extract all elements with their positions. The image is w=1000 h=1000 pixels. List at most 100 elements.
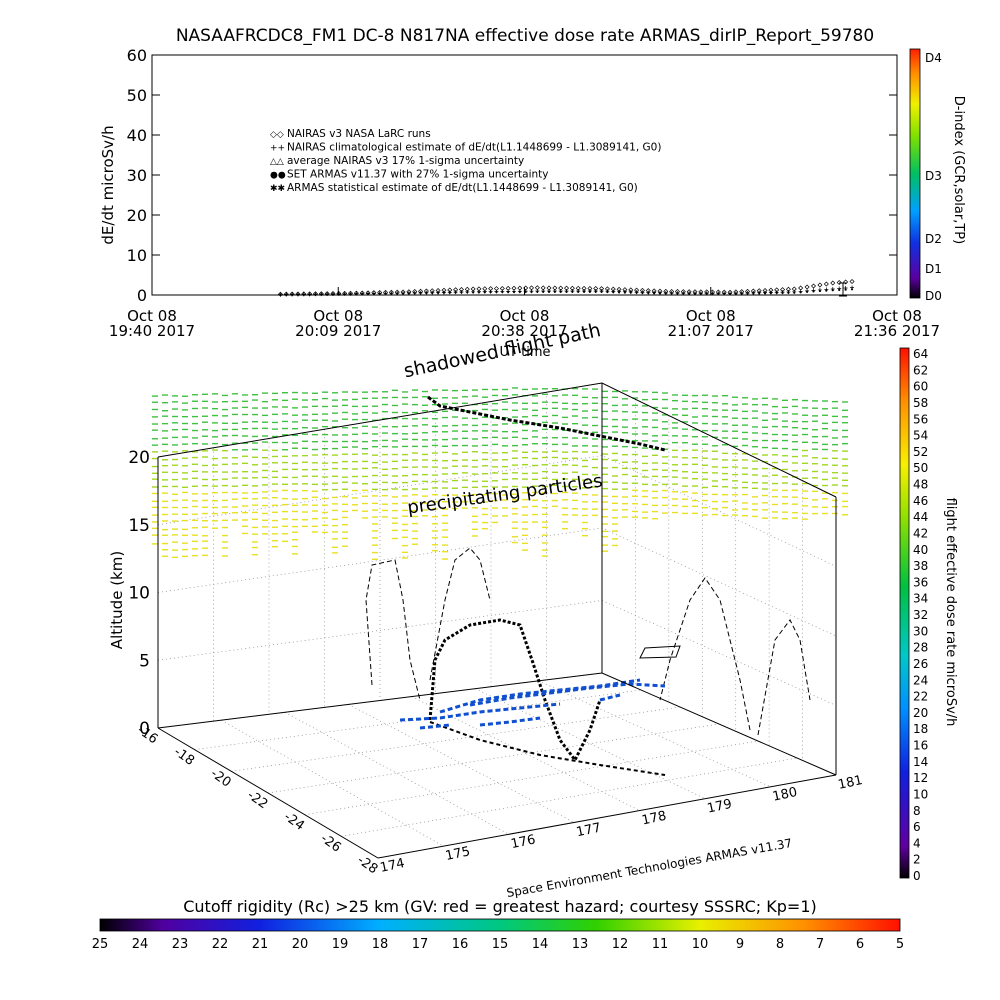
cutoff-tick-label: 14 [532,937,549,952]
particle-field [152,387,848,560]
x-tick-label: Oct 08 [313,307,363,325]
cutoff-tick-label: 6 [856,937,864,952]
series-marker-dot [501,290,504,294]
series-marker-diamond [569,285,575,291]
d-index-ticks: D4 D3 D2 D1 D0 [925,51,942,303]
x-tick-label: 20:38 2017 [481,322,567,340]
series-marker-diamond [511,285,517,291]
colorbar-tick-label: 52 [913,445,928,459]
series-marker-dot [850,288,854,291]
legend-symbol: ●● [270,171,286,181]
series-marker-dot [285,293,288,296]
d-index-tick: D1 [925,262,942,276]
legend-label: SET ARMAS v11.37 with 27% 1-sigma uncert… [287,169,549,181]
series-marker-dot [524,290,527,293]
series-marker-dot [717,292,720,295]
cutoff-bar-label: Cutoff rigidity (Rc) >25 km (GV: red = g… [183,897,817,916]
colorbar-tick-label: 24 [913,673,928,687]
series-marker-dot [825,289,828,292]
x-tick-label: 19:40 2017 [109,322,195,340]
cutoff-tick-label: 22 [212,937,229,952]
series-marker-dot [331,293,335,296]
series-marker-dot [431,291,434,295]
series-marker-dot [302,293,305,296]
series-marker-diamond [774,287,780,293]
series-marker-dot [818,289,822,293]
series-marker-dot [366,292,370,296]
flight-shadow-mid [429,547,491,681]
series-marker-diamond [558,285,564,291]
annotation-precipitating: precipitating particles [406,470,604,518]
series-marker-dot [378,292,381,295]
series-marker-dot [588,290,591,293]
altitude-axis-label: Altitude (km) [108,551,126,649]
series-marker-dot [477,291,481,294]
figure-title: NASAAFRCDC8_FM1 DC-8 N817NA effective do… [176,26,874,46]
series-marker-diamond [780,287,786,293]
series-marker-dot [682,292,685,295]
series-marker-diamond [575,285,581,291]
series-marker-diamond [540,285,546,291]
cutoff-tick-label: 9 [736,937,744,952]
flight-shadow-right [659,577,751,731]
ground-dose-track [599,693,621,702]
series-marker-dot [401,292,405,295]
series-marker-dot [594,290,597,293]
series-marker-dot [641,291,644,294]
cutoff-colorbar [99,918,901,932]
series-marker-dot [577,290,580,293]
ground-dose-track [469,682,666,707]
series-marker-dot [812,290,815,293]
series-marker-dot [495,290,498,294]
series-marker-dot [483,291,486,294]
longitude-tick-label: 179 [706,797,733,817]
altitude-tick-label: 15 [128,516,150,536]
series-marker-diamond [453,287,459,293]
series-marker-diamond [817,282,823,288]
x-tick-label: 21:36 2017 [854,322,940,340]
series-marker-dot [559,290,562,293]
colorbar-tick-label: 2 [913,853,921,867]
colorbar-tick-label: 6 [913,820,921,834]
ground-dose-track [479,716,541,727]
colorbar-tick-label: 28 [913,641,928,655]
series-marker-dot [705,292,708,295]
series-marker-dot [787,291,790,294]
altitude-tick-label: 0 [139,719,150,739]
colorbar-tick-label: 4 [913,836,921,850]
altitude-tick-label: 10 [128,584,150,604]
ground-dose-track [419,723,451,730]
legend-symbol: △△ [270,157,284,167]
flight-shadow-left [365,559,421,701]
series-marker-dot [658,292,662,295]
cutoff-tick-label: 10 [692,937,709,952]
series-marker-dot [553,290,556,293]
series-marker-dot [670,292,673,295]
y-tick-label: 0 [137,286,147,305]
flight-paths [365,395,811,776]
series-marker-dot [361,292,364,296]
cutoff-tick-label: 7 [816,937,824,952]
colorbar-tick-label: 20 [913,706,928,720]
series-marker-diamond [464,286,470,292]
series-marker-diamond [447,287,453,293]
cutoff-tick-label: 18 [372,937,389,952]
series-marker-dot [372,292,375,295]
series-marker-dot [763,292,767,295]
series-marker-diamond [552,285,558,291]
legend-label: ARMAS statistical estimate of dE/dt(L1.1… [287,182,638,194]
series-marker-dot [571,290,574,293]
grid-line [221,719,444,847]
series-marker-dot [728,292,732,295]
x-tick-label: Oct 08 [872,307,922,325]
series-marker-diamond [804,284,810,290]
colorbar-tick-label: 42 [913,526,928,540]
colorbar-tick-label: 26 [913,657,928,671]
longitude-tick-label: 174 [379,856,406,876]
series-marker-diamond [750,288,756,294]
series-marker-dot [308,293,311,296]
series-marker-dot [831,289,834,292]
series-marker-diamond [517,285,523,291]
colorbar-tick-label: 50 [913,461,928,475]
